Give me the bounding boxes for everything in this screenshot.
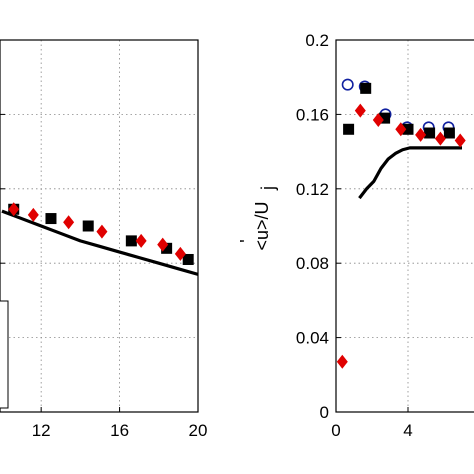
data-point-diamond bbox=[434, 131, 446, 146]
y-tick-label: 0.12 bbox=[296, 180, 329, 199]
x-tick-label: 16 bbox=[110, 421, 129, 440]
x-tick-label: 0 bbox=[331, 421, 340, 440]
data-point-circle bbox=[341, 78, 354, 91]
x-tick-label: 20 bbox=[189, 421, 208, 440]
y-axis-label-prime: ' bbox=[237, 239, 257, 242]
y-axis-label-text: <u>/U bbox=[252, 201, 272, 250]
data-point-diamond bbox=[8, 202, 20, 217]
data-point-diamond bbox=[63, 215, 75, 230]
series-line bbox=[1, 209, 199, 276]
data-point-diamond bbox=[372, 112, 384, 127]
data-point-diamond bbox=[27, 207, 39, 222]
data-point-square bbox=[182, 253, 194, 265]
data-point-diamond bbox=[415, 127, 427, 142]
x-tick-label: 12 bbox=[32, 421, 51, 440]
y-tick-label: 0.16 bbox=[296, 105, 329, 124]
data-point-square bbox=[343, 123, 355, 135]
data-point-diamond bbox=[395, 122, 407, 137]
left-panel: 12 16 20 bbox=[0, 39, 208, 440]
y-axis-label: <u>/U j ' bbox=[237, 186, 278, 251]
data-point-square bbox=[443, 127, 455, 139]
data-point-square bbox=[402, 123, 414, 135]
axes-frame bbox=[335, 39, 474, 413]
y-tick-label: 0.08 bbox=[296, 254, 329, 273]
series-line bbox=[358, 146, 462, 200]
data-point-square bbox=[379, 112, 391, 124]
data-point-diamond bbox=[354, 103, 366, 118]
data-point-square bbox=[82, 220, 94, 232]
y-tick-label: 0 bbox=[320, 403, 329, 422]
data-point-diamond bbox=[336, 354, 348, 369]
data-point-diamond bbox=[454, 133, 466, 148]
data-point-square bbox=[125, 235, 137, 247]
legend-box bbox=[0, 300, 9, 409]
data-point-diamond bbox=[157, 237, 169, 252]
data-point-diamond bbox=[96, 224, 108, 239]
right-panel: 0 4 0 0.04 0.08 0.12 0.16 0.2 <u>/U j ' bbox=[237, 31, 474, 440]
y-axis-label-subscript: j bbox=[258, 186, 278, 191]
data-point-square bbox=[45, 213, 57, 225]
axes-frame bbox=[0, 39, 199, 413]
data-point-diamond bbox=[135, 233, 147, 248]
x-tick-label: 4 bbox=[403, 421, 412, 440]
data-point-square bbox=[360, 82, 372, 94]
data-point-diamond bbox=[174, 246, 186, 261]
data-point-square bbox=[424, 127, 436, 139]
y-tick-label: 0.2 bbox=[305, 31, 329, 50]
data-point-square bbox=[161, 242, 173, 254]
y-tick-label: 0.04 bbox=[296, 329, 329, 348]
